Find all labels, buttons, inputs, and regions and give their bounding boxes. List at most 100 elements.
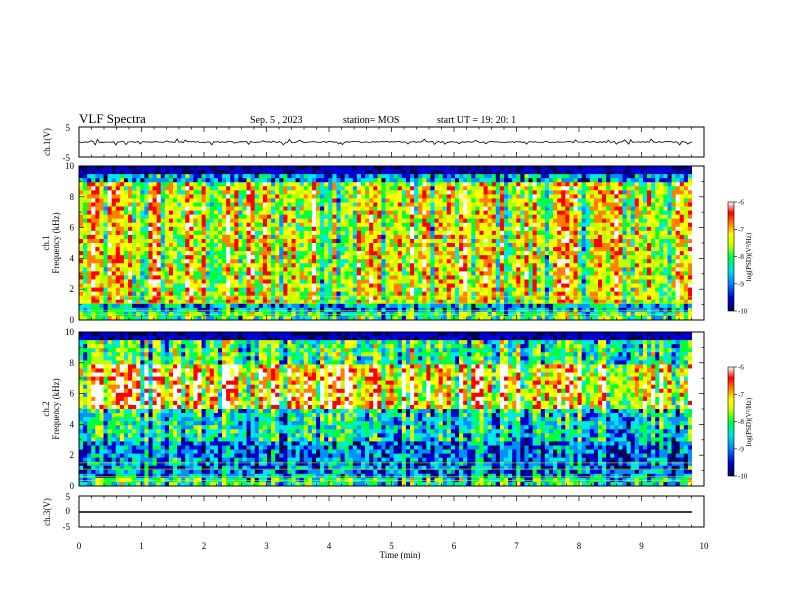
spectrogram-cell [487,226,493,232]
spectrogram-cell [254,218,260,224]
spectrogram-cell [463,299,468,305]
spectrogram-cell [467,198,472,203]
spectrogram-cell [320,182,325,187]
spectrogram-cell [410,234,415,240]
spectrogram-cell [148,295,153,301]
spectrogram-cell [360,222,366,228]
spectrogram-cell [250,174,256,179]
spectrogram-cell [95,190,100,195]
spectrogram-cell [524,275,529,280]
spectrogram-cell [201,170,207,175]
spectrogram-cell [348,178,354,183]
spectrogram-cell [238,255,243,260]
spectrogram-cell [164,291,170,297]
spectrogram-cell [177,174,182,179]
spectrogram-cell [593,194,599,199]
spectrogram-cell [234,267,239,272]
spectrogram-cell [389,230,395,236]
spectrogram-cell [164,234,170,240]
spectrogram-cell [197,174,202,179]
spectrogram-cell [598,271,603,276]
spectrogram-cell [434,315,440,321]
spectrogram-cell [316,299,321,305]
spectrogram-cell [360,190,366,195]
spectrogram-cell [205,247,211,252]
spectrogram-cell [279,178,284,183]
spectrogram-cell [548,279,554,284]
spectrogram-cell [348,315,354,321]
spectrogram-cell [377,307,382,313]
spectrogram-cell [430,190,435,195]
spectrogram-cell [434,202,440,207]
spectrogram-cell [87,295,92,301]
spectrogram-cell [205,218,211,224]
spectrogram-cell [393,178,399,183]
spectrogram-cell [148,247,153,252]
spectrogram-cell [544,255,550,260]
spectrogram-cell [99,311,104,317]
spectrogram-cell [479,315,484,321]
spectrogram-cell [418,210,423,216]
spectrogram-cell [499,174,505,179]
spectrogram-cell [119,222,125,228]
spectrogram-cell [479,218,484,224]
spectrogram-cell [189,202,194,207]
spectrogram-cell [479,295,484,301]
spectrogram-cell [553,214,558,220]
spectrogram-cell [569,243,574,248]
spectrogram-cell [193,311,198,317]
spectrogram-cell [360,230,366,236]
spectrogram-cell [328,255,333,260]
spectrogram-cell [299,210,305,216]
spectrogram-cell [217,182,223,187]
spectrogram-cell [262,234,268,240]
spectrogram-cell [283,202,288,207]
spectrogram-cell [271,263,276,268]
spectrogram-cell [463,311,468,317]
spectrogram-cell [128,234,133,240]
spectrogram-cell [434,218,440,224]
spectrogram-cell [213,315,219,321]
spectrogram-cell [532,275,538,280]
spectrogram-cell [193,198,198,203]
spectrogram-cell [103,194,109,199]
spectrogram-cell [532,226,538,232]
spectrogram-cell [201,267,207,272]
spectrogram-cell [115,222,121,228]
spectrogram-cell [426,170,431,175]
spectrogram-cell [483,194,489,199]
spectrogram-cell [459,226,464,232]
spectrogram-cell [573,178,578,183]
spectrogram-cell [303,267,309,272]
spectrogram-cell [311,210,317,216]
spectrogram-cell [128,210,133,216]
spectrogram-cell [397,259,403,264]
spectrogram-cell [246,295,252,301]
spectrogram-cell [271,295,276,301]
spectrogram-cell [508,238,513,244]
spectrogram-cell [115,279,121,284]
spectrogram-cell [103,255,109,260]
spectrogram-cell [454,210,460,216]
spectrogram-cell [79,295,84,301]
spectrogram-cell [418,287,423,293]
spectrogram-cell [185,190,190,195]
spectrogram-cell [271,267,276,272]
spectrogram-cell [389,198,395,203]
spectrogram-cell [504,234,509,240]
spectrogram-cell [128,315,133,321]
spectrogram-cell [258,243,264,248]
spectrogram-cell [487,174,493,179]
spectrogram-cell [156,291,162,297]
spectrogram-cell [295,255,301,260]
spectrogram-cell [389,271,395,276]
spectrogram-cell [266,210,272,216]
spectrogram-cell [168,247,174,252]
spectrogram-cell [410,307,415,313]
spectrogram-cell [271,166,276,171]
spectrogram-cell [258,186,264,191]
spectrogram-cell [148,303,153,309]
spectrogram-cell [128,295,133,301]
spectrogram-cell [479,230,484,236]
spectrogram-cell [352,166,358,171]
